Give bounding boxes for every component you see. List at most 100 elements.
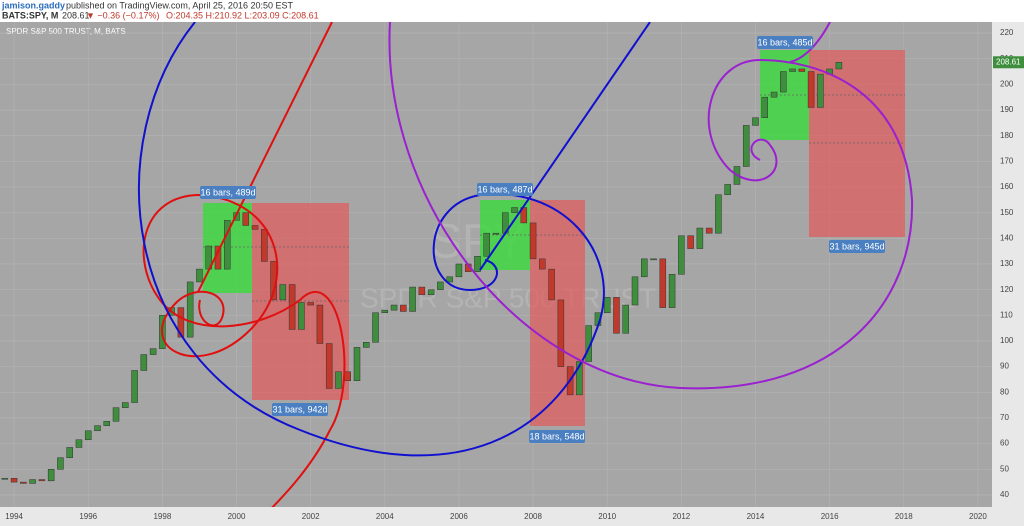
ohlc: O:204.35 H:210.92 L:203.09 C:208.61	[166, 10, 319, 20]
y-tick-label: 110	[1000, 310, 1013, 319]
x-tick-label: 2012	[672, 512, 690, 521]
y-tick-label: 170	[1000, 156, 1014, 165]
candle-body	[353, 347, 361, 381]
published: published on TradingView.com, April 25, …	[66, 0, 293, 10]
candle-body	[780, 71, 787, 93]
annotation: 31 bars, 945d	[829, 241, 884, 251]
candle-body	[835, 62, 843, 70]
candle-body	[659, 258, 667, 308]
candle-body	[455, 263, 463, 278]
candle-body	[38, 479, 46, 482]
chart-title: SPDR S&P 500 TRUST, M, BATS	[6, 27, 126, 36]
candle-body	[539, 258, 546, 270]
candle-body	[511, 207, 518, 213]
x-tick-label: 1994	[5, 512, 23, 521]
y-tick-label: 90	[1000, 362, 1009, 371]
fib-line	[479, 22, 651, 271]
candle-body	[325, 343, 333, 389]
x-tick-label: 1996	[79, 512, 97, 521]
candle-body	[492, 232, 500, 235]
candle-body	[316, 304, 324, 344]
candle-body	[344, 371, 351, 381]
x-tick-label: 2020	[969, 512, 987, 521]
candle-body	[789, 68, 796, 72]
annotation: 18 bars, 548d	[529, 431, 584, 441]
candle-body	[752, 117, 759, 126]
candle-body	[84, 430, 92, 441]
candle-body	[66, 447, 73, 458]
y-tick-label: 70	[1000, 413, 1009, 422]
candle-body	[196, 268, 203, 283]
x-tick-label: 2006	[450, 512, 468, 521]
candle-body	[437, 281, 444, 290]
y-axis-bg	[992, 22, 1024, 526]
candle-body	[400, 304, 407, 312]
y-tick-label: 140	[1000, 233, 1014, 242]
candle-body	[650, 258, 657, 261]
candle-body	[705, 227, 713, 234]
candles	[1, 62, 843, 484]
y-tick-label: 40	[1000, 490, 1009, 499]
y-tick-label: 160	[1000, 182, 1014, 191]
author[interactable]: jamison.gaddy	[1, 0, 65, 10]
candle-body	[149, 348, 157, 355]
candle-body	[335, 371, 342, 389]
y-tick-label: 200	[1000, 79, 1014, 88]
x-tick-label: 2018	[895, 512, 913, 521]
y-tick-label: 220	[1000, 28, 1014, 37]
candle-body	[140, 354, 148, 371]
y-tick-label: 190	[1000, 105, 1014, 114]
candle-body	[668, 274, 676, 308]
price-tag-label: 208.61	[996, 57, 1021, 66]
candle-body	[622, 304, 629, 334]
red-box	[530, 200, 585, 426]
candle-body	[75, 439, 83, 448]
header-bg	[0, 0, 1024, 22]
candle-body	[29, 479, 36, 484]
x-tick-label: 2000	[228, 512, 246, 521]
symbol: BATS:SPY, M	[2, 10, 58, 20]
candle-body	[122, 402, 129, 408]
spiral	[138, 22, 601, 457]
candle-body	[223, 220, 231, 270]
candle-body	[798, 68, 806, 72]
candle-body	[57, 457, 64, 470]
y-tick-label: 120	[1000, 285, 1014, 294]
annotation: 31 bars, 942d	[272, 404, 327, 414]
red-box	[809, 50, 905, 237]
candle-body	[641, 258, 648, 278]
x-tick-label: 2008	[524, 512, 542, 521]
annotations: 16 bars, 489d 31 bars, 942d 16 bars, 487…	[200, 36, 885, 443]
x-tick-label: 2014	[747, 512, 765, 521]
candle-body	[678, 235, 685, 275]
candle-body	[557, 299, 565, 367]
y-tick-label: 60	[1000, 439, 1009, 448]
x-tick-label: 2010	[598, 512, 616, 521]
fib-line	[197, 22, 333, 293]
candle-body	[112, 407, 120, 422]
price-tag	[993, 56, 1024, 69]
candle-body	[363, 342, 370, 348]
candle-body	[696, 227, 704, 249]
red-box	[252, 203, 349, 400]
candle-body	[576, 361, 583, 396]
candle-body	[381, 309, 389, 313]
candle-body	[47, 469, 55, 482]
candle-body	[372, 312, 379, 343]
candle-body	[177, 307, 185, 338]
candle-body	[613, 297, 620, 334]
annotation: 16 bars, 485d	[757, 37, 812, 47]
y-tick-label: 150	[1000, 208, 1014, 217]
y-tick-label: 80	[1000, 387, 1009, 396]
candle-body	[307, 302, 314, 306]
y-tick-label: 50	[1000, 464, 1009, 473]
y-tick-label: 180	[1000, 131, 1014, 140]
candle-body	[242, 212, 250, 226]
candle-body	[1, 478, 9, 480]
candle-body	[10, 478, 18, 483]
candle-body	[427, 289, 435, 296]
x-tick-label: 1998	[153, 512, 171, 521]
y-tick-label: 100	[1000, 336, 1014, 345]
annotation: 16 bars, 489d	[200, 187, 255, 197]
